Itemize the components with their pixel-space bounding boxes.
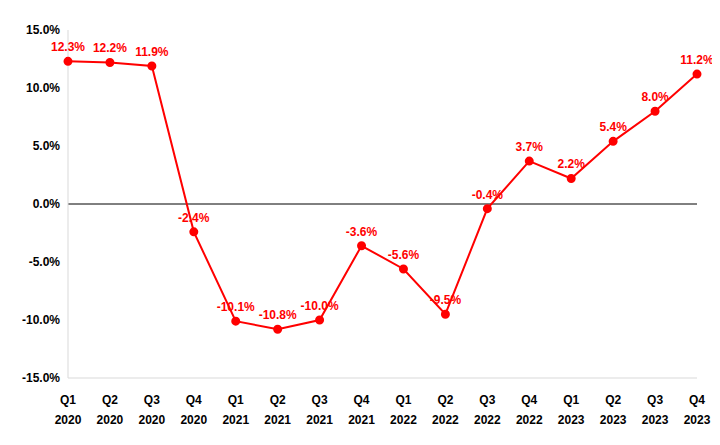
svg-text:Q32022: Q32022 (474, 393, 501, 427)
svg-text:-5.0%: -5.0% (29, 255, 61, 269)
svg-text:11.9%: 11.9% (135, 45, 169, 59)
svg-text:Q42021: Q42021 (348, 393, 375, 427)
svg-text:Q12023: Q12023 (558, 393, 585, 427)
svg-text:10.0%: 10.0% (26, 81, 60, 95)
svg-text:Q42022: Q42022 (516, 393, 543, 427)
svg-text:-5.6%: -5.6% (388, 248, 420, 262)
svg-text:Q22022: Q22022 (432, 393, 459, 427)
svg-text:0.0%: 0.0% (33, 197, 61, 211)
svg-text:12.2%: 12.2% (93, 41, 127, 55)
svg-text:Q42023: Q42023 (684, 393, 711, 427)
svg-text:-10.0%: -10.0% (301, 299, 339, 313)
svg-text:3.7%: 3.7% (516, 140, 544, 154)
svg-text:Q22023: Q22023 (600, 393, 627, 427)
svg-text:Q12022: Q12022 (390, 393, 417, 427)
svg-text:Q22021: Q22021 (264, 393, 291, 427)
svg-text:5.0%: 5.0% (33, 139, 61, 153)
svg-text:5.4%: 5.4% (599, 120, 627, 134)
svg-text:Q22020: Q22020 (97, 393, 124, 427)
svg-text:-10.1%: -10.1% (217, 300, 255, 314)
svg-text:-0.4%: -0.4% (472, 188, 504, 202)
svg-text:11.2%: 11.2% (680, 53, 712, 67)
svg-text:-2.4%: -2.4% (178, 211, 210, 225)
svg-text:-9.5%: -9.5% (430, 293, 462, 307)
svg-text:-15.0%: -15.0% (22, 371, 60, 385)
svg-text:8.0%: 8.0% (641, 90, 669, 104)
svg-text:Q12021: Q12021 (222, 393, 249, 427)
svg-text:Q32021: Q32021 (306, 393, 333, 427)
svg-text:Q42020: Q42020 (180, 393, 207, 427)
svg-text:-10.0%: -10.0% (22, 313, 60, 327)
svg-text:Q32020: Q32020 (139, 393, 166, 427)
svg-text:-10.8%: -10.8% (259, 308, 297, 322)
svg-text:Q32023: Q32023 (642, 393, 669, 427)
svg-text:15.0%: 15.0% (26, 23, 60, 37)
svg-text:-3.6%: -3.6% (346, 225, 378, 239)
svg-text:2.2%: 2.2% (558, 157, 586, 171)
svg-text:Q12020: Q12020 (55, 393, 82, 427)
svg-text:12.3%: 12.3% (51, 40, 85, 54)
